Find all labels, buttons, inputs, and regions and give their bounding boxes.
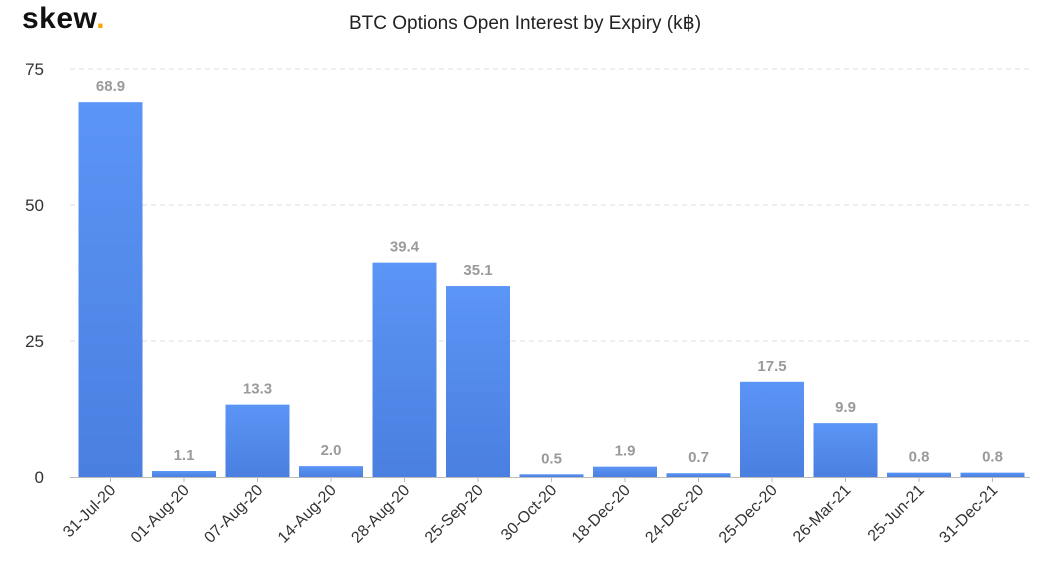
bar-value-label: 1.1: [174, 447, 195, 464]
x-tick-label: 30-Oct-20: [498, 482, 560, 544]
bar: [78, 102, 143, 478]
x-tick-label: 24-Dec-20: [642, 482, 707, 547]
bar: [960, 472, 1025, 477]
bar-value-label: 0.7: [688, 449, 709, 466]
bar-value-label: 13.3: [243, 381, 272, 398]
x-tick-label: 31-Dec-21: [936, 482, 1001, 547]
chart-title: BTC Options Open Interest by Expiry (k฿): [348, 13, 702, 34]
y-tick-label: 0: [35, 468, 44, 487]
bar: [446, 286, 510, 477]
bar: [372, 262, 437, 477]
x-tick-label: 26-Mar-21: [790, 482, 854, 546]
bar: [740, 381, 804, 477]
bar: [299, 466, 363, 477]
bar: [225, 404, 290, 477]
x-tick-label: 25-Dec-20: [716, 482, 781, 547]
x-tick-label: 25-Sep-20: [422, 482, 487, 547]
bar-value-label: 17.5: [757, 358, 786, 375]
x-tick-label: 25-Jun-21: [865, 482, 928, 545]
bar-value-label: 0.8: [909, 449, 930, 466]
bar-value-label: 0.8: [982, 449, 1003, 466]
bars: [78, 102, 1025, 478]
logo-text: skew: [22, 2, 97, 35]
x-tick-label: 01-Aug-20: [128, 482, 193, 547]
bar-value-label: 35.1: [463, 262, 492, 279]
data-labels: 68.9 1.1 13.3 2.0 39.4 35.1 0.5 1.9 0.7 17.5 9.9 0.…: [96, 78, 1003, 467]
x-tick-label: 14-Aug-20: [275, 482, 340, 547]
bar-value-label: 39.4: [390, 239, 420, 256]
bar: [813, 423, 878, 477]
x-tick-label: 31-Jul-20: [60, 482, 119, 541]
bar: [887, 472, 951, 477]
logo-dot: .: [96, 2, 106, 35]
y-tick-label: 50: [25, 196, 44, 215]
bar-value-label: 2.0: [321, 442, 342, 459]
bar: [152, 471, 216, 477]
gridlines: [70, 68, 1030, 342]
bar-value-label: 9.9: [835, 399, 856, 416]
bar: [666, 473, 731, 477]
x-tick-label: 07-Aug-20: [201, 482, 266, 547]
x-tick-label: 18-Dec-20: [569, 482, 634, 547]
bar: [519, 474, 584, 477]
x-tick-label: 28-Aug-20: [348, 482, 413, 547]
bar: [593, 466, 657, 477]
bar-value-label: 1.9: [615, 443, 636, 460]
bar-value-label: 0.5: [541, 450, 562, 467]
bar-value-label: 68.9: [96, 78, 125, 95]
y-tick-label: 25: [25, 332, 44, 351]
y-tick-label: 75: [25, 60, 44, 79]
skew-logo: skew.: [22, 2, 105, 36]
